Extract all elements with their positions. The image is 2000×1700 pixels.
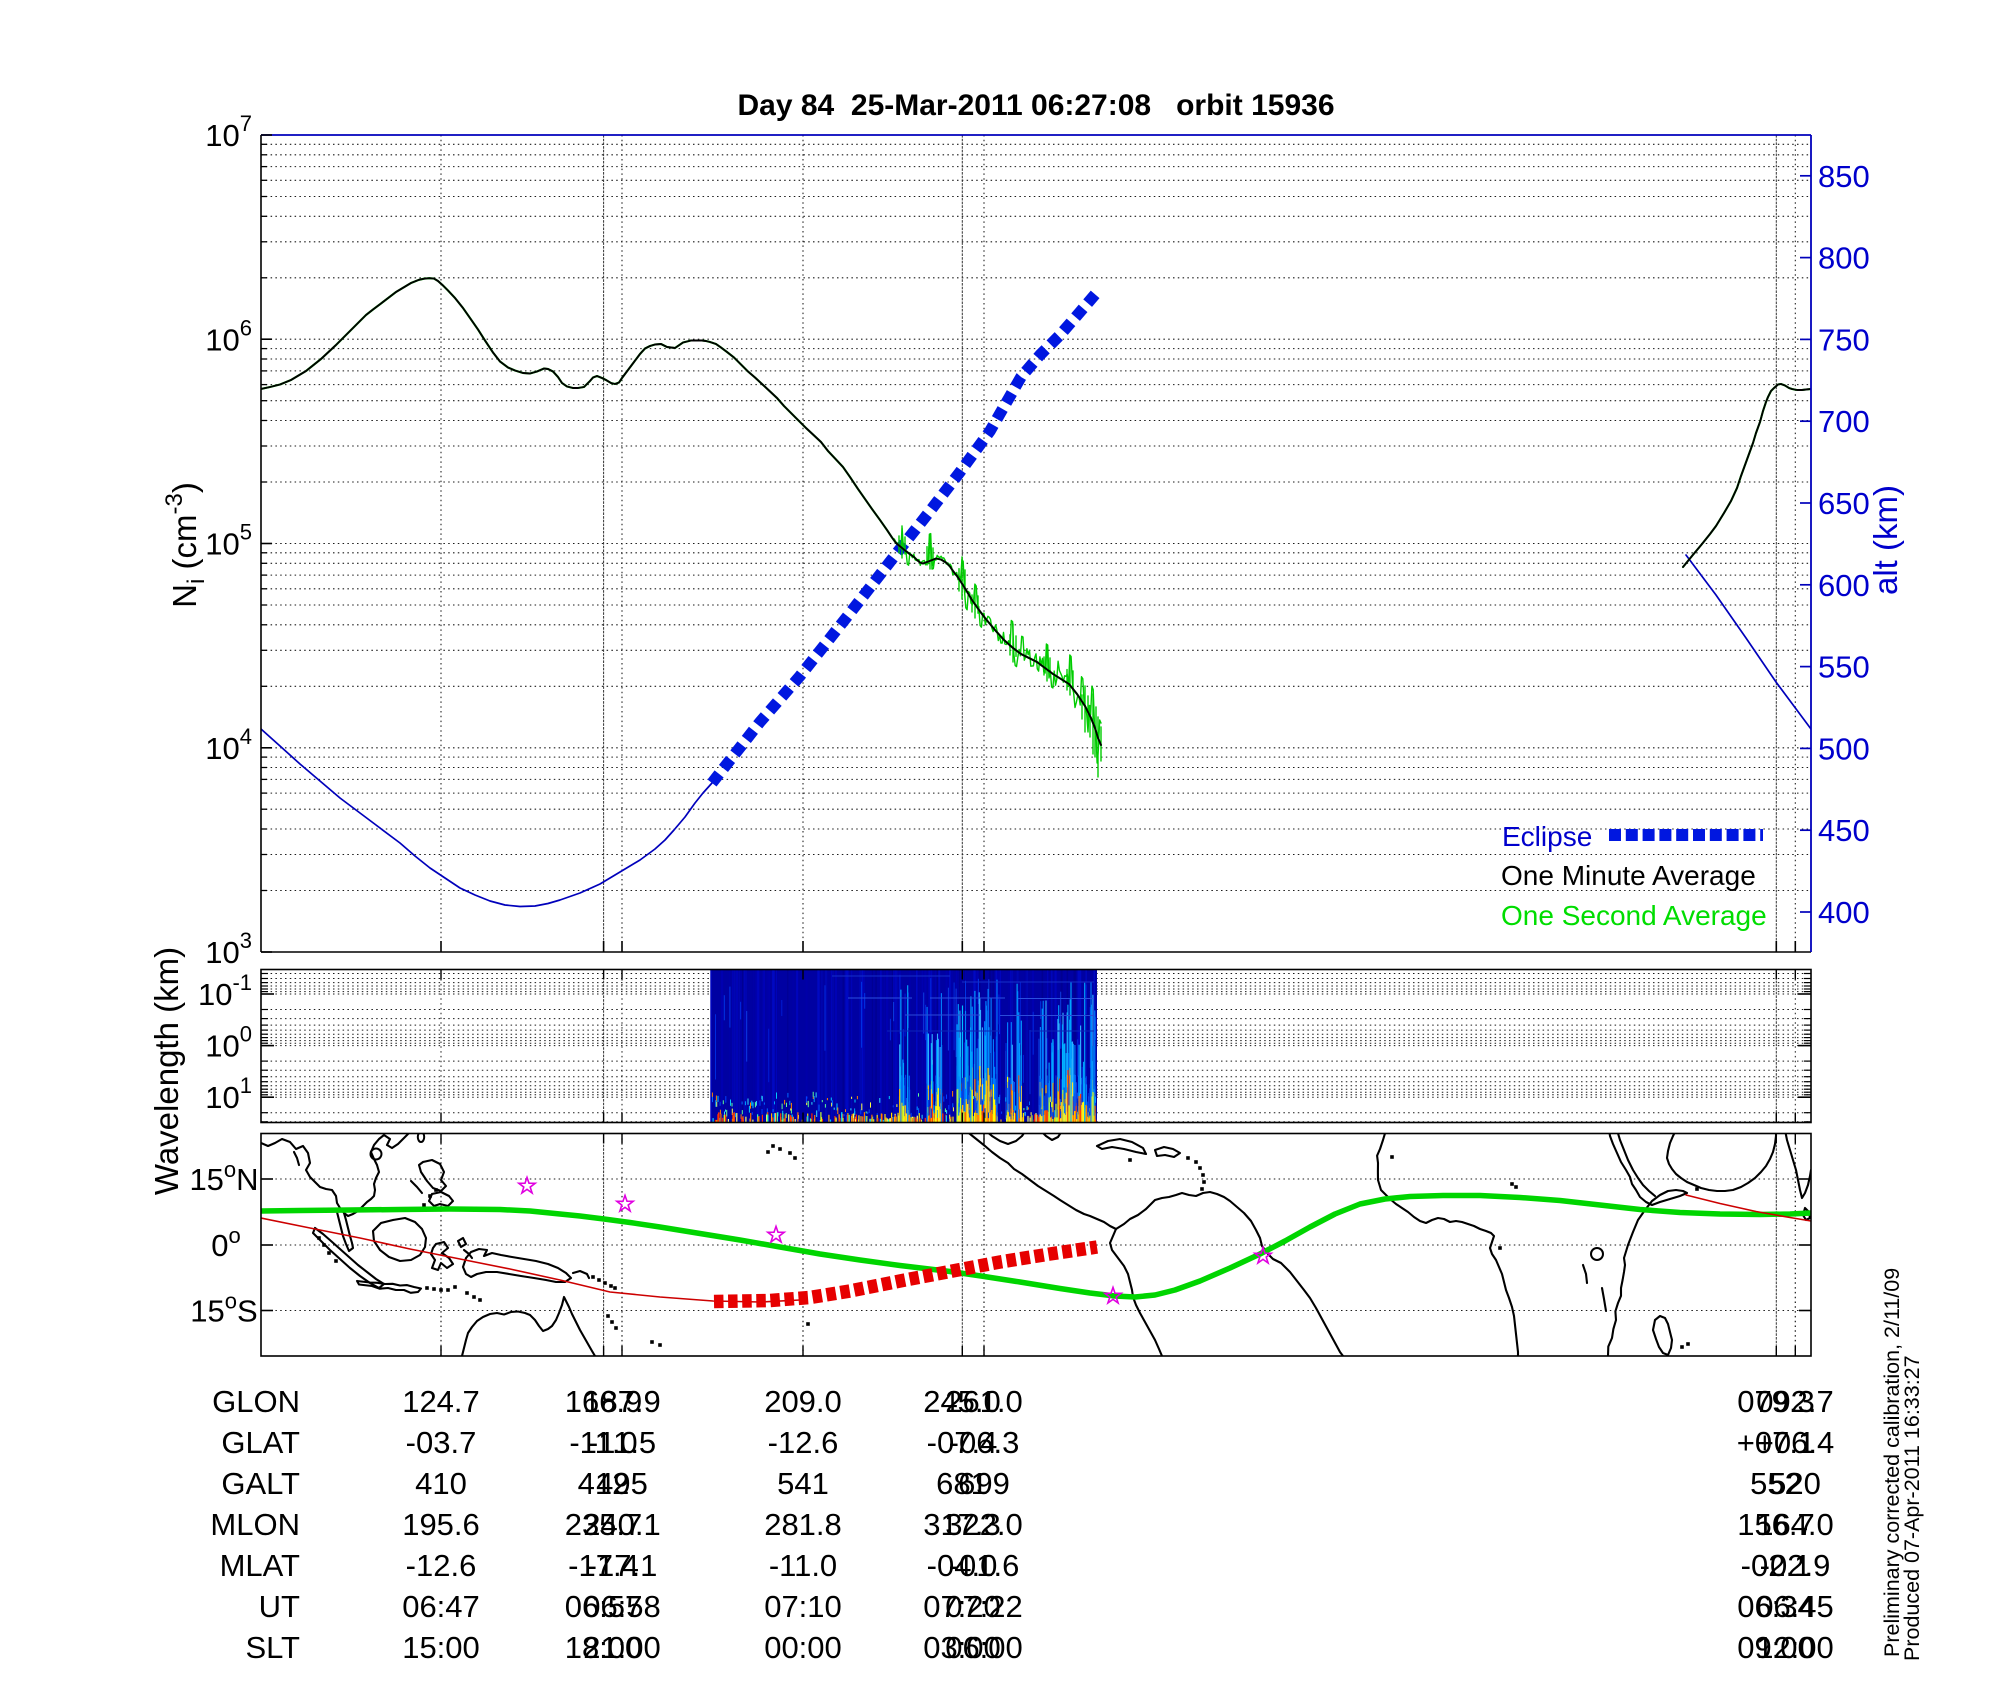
svg-text:SLT: SLT <box>245 1630 300 1665</box>
svg-text:Ni (cm-3): Ni (cm-3) <box>161 482 210 608</box>
svg-text:06:00: 06:00 <box>945 1630 1023 1665</box>
svg-text:-01.6: -01.6 <box>949 1548 1020 1583</box>
svg-text:261.0: 261.0 <box>945 1384 1023 1419</box>
svg-text:-12.6: -12.6 <box>768 1425 839 1460</box>
svg-text:600: 600 <box>1818 568 1870 603</box>
svg-text:550: 550 <box>1818 650 1870 685</box>
svg-text:450: 450 <box>1818 813 1870 848</box>
svg-text:520: 520 <box>1769 1466 1821 1501</box>
svg-text:240.1: 240.1 <box>583 1507 661 1542</box>
svg-text:079.3: 079.3 <box>1737 1384 1815 1419</box>
svg-text:03:00: 03:00 <box>923 1630 1001 1665</box>
svg-text:800: 800 <box>1818 241 1870 276</box>
svg-text:410: 410 <box>415 1466 467 1501</box>
svg-text:195.6: 195.6 <box>402 1507 480 1542</box>
svg-text:GLAT: GLAT <box>221 1425 300 1460</box>
svg-text:541: 541 <box>777 1466 829 1501</box>
svg-text:187.9: 187.9 <box>583 1384 661 1419</box>
svg-text:One Second Average: One Second Average <box>1501 900 1767 931</box>
svg-text:UT: UT <box>259 1589 300 1624</box>
svg-text:750: 750 <box>1818 322 1870 357</box>
svg-text:06:34: 06:34 <box>1737 1589 1815 1624</box>
svg-text:-11.0: -11.0 <box>769 1548 837 1583</box>
svg-text:12:00: 12:00 <box>1756 1630 1834 1665</box>
svg-text:235.7: 235.7 <box>565 1507 643 1542</box>
svg-text:15oS: 15oS <box>190 1289 257 1329</box>
svg-text:21:00: 21:00 <box>583 1630 661 1665</box>
svg-text:124.7: 124.7 <box>402 1384 480 1419</box>
svg-text:15:00: 15:00 <box>402 1630 480 1665</box>
svg-text:552: 552 <box>1750 1466 1802 1501</box>
svg-text:850: 850 <box>1818 159 1870 194</box>
svg-text:700: 700 <box>1818 404 1870 439</box>
svg-text:281.8: 281.8 <box>764 1507 842 1542</box>
svg-text:-11.5: -11.5 <box>588 1425 656 1460</box>
svg-text:-02.1: -02.1 <box>1741 1548 1812 1583</box>
svg-text:699: 699 <box>958 1466 1010 1501</box>
svg-text:18:00: 18:00 <box>565 1630 643 1665</box>
svg-text:681: 681 <box>936 1466 988 1501</box>
svg-text:09:00: 09:00 <box>1737 1630 1815 1665</box>
svg-text:MLON: MLON <box>210 1507 300 1542</box>
svg-text:+06.4: +06.4 <box>1756 1425 1834 1460</box>
svg-text:GLON: GLON <box>212 1384 300 1419</box>
svg-text:Day 84 25-Mar-2011 06:27:08: Day 84 25-Mar-2011 06:27:08 orbit 15936 <box>737 89 1334 122</box>
svg-text:412: 412 <box>578 1466 630 1501</box>
svg-text:Preliminary corrected calibrat: Preliminary corrected calibration, 2/11/… <box>1880 1268 1904 1657</box>
svg-text:Wavelength (km): Wavelength (km) <box>148 947 185 1195</box>
svg-text:-03.7: -03.7 <box>406 1425 477 1460</box>
svg-text:209.0: 209.0 <box>764 1384 842 1419</box>
svg-text:GALT: GALT <box>221 1466 300 1501</box>
svg-text:245.0: 245.0 <box>923 1384 1001 1419</box>
svg-text:400: 400 <box>1818 895 1870 930</box>
svg-text:-12.6: -12.6 <box>406 1548 477 1583</box>
svg-text:317.3: 317.3 <box>923 1507 1001 1542</box>
svg-text:06:45: 06:45 <box>1756 1589 1834 1624</box>
svg-text:105: 105 <box>205 520 252 562</box>
svg-text:06:47: 06:47 <box>402 1589 480 1624</box>
svg-text:-04.0: -04.0 <box>927 1548 998 1583</box>
svg-text:-17.4: -17.4 <box>568 1548 639 1583</box>
svg-text:alt (km): alt (km) <box>1867 485 1904 595</box>
svg-text:-06.3: -06.3 <box>949 1425 1020 1460</box>
svg-text:07:20: 07:20 <box>923 1589 1001 1624</box>
svg-text:166.9: 166.9 <box>565 1384 643 1419</box>
svg-text:One Minute Average: One Minute Average <box>1501 860 1756 891</box>
svg-text:07:22: 07:22 <box>945 1589 1023 1624</box>
svg-text:092.7: 092.7 <box>1756 1384 1834 1419</box>
svg-text:-17.1: -17.1 <box>587 1548 658 1583</box>
svg-text:322.0: 322.0 <box>945 1507 1023 1542</box>
svg-text:Produced 07-Apr-2011 16:33:27: Produced 07-Apr-2011 16:33:27 <box>1900 1355 1924 1661</box>
svg-text:-07.4: -07.4 <box>927 1425 998 1460</box>
svg-text:650: 650 <box>1818 486 1870 521</box>
svg-text:164.0: 164.0 <box>1756 1507 1834 1542</box>
svg-text:07:10: 07:10 <box>764 1589 842 1624</box>
svg-text:06:58: 06:58 <box>583 1589 661 1624</box>
svg-text:-02.9: -02.9 <box>1760 1548 1831 1583</box>
svg-text:500: 500 <box>1818 731 1870 766</box>
svg-text:00:00: 00:00 <box>764 1630 842 1665</box>
svg-text:MLAT: MLAT <box>220 1548 300 1583</box>
svg-text:Eclipse: Eclipse <box>1502 821 1592 852</box>
svg-text:-11.0: -11.0 <box>569 1425 637 1460</box>
svg-text:156.7: 156.7 <box>1737 1507 1815 1542</box>
svg-text:+07.1: +07.1 <box>1737 1425 1815 1460</box>
svg-text:495: 495 <box>596 1466 648 1501</box>
svg-text:06:57: 06:57 <box>565 1589 643 1624</box>
